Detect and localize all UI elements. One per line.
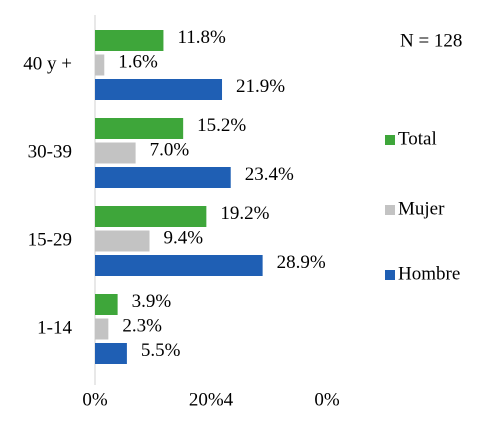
value-label: 21.9%: [236, 76, 285, 97]
bar: [95, 79, 223, 100]
y-tick-label: 40 y +: [23, 53, 72, 74]
bar: [95, 167, 231, 188]
legend-swatch: [385, 205, 395, 215]
value-label: 23.4%: [245, 164, 294, 185]
x-tick-label: 0%: [82, 389, 108, 410]
value-label: 7.0%: [150, 139, 190, 160]
y-tick-label: 1-14: [37, 317, 72, 338]
value-label: 5.5%: [141, 340, 181, 361]
legend-label: Hombre: [398, 263, 460, 284]
value-label: 19.2%: [220, 203, 269, 224]
value-label: 15.2%: [197, 115, 246, 136]
bar: [95, 318, 109, 340]
y-tick-label: 15-29: [28, 229, 72, 250]
legend-label: Total: [398, 128, 437, 149]
value-label: 11.8%: [177, 27, 226, 48]
bar: [95, 343, 127, 364]
legend-swatch: [385, 270, 395, 280]
value-label: 3.9%: [132, 291, 172, 312]
bar: [95, 142, 136, 164]
bar: [95, 206, 207, 227]
value-label: 28.9%: [277, 252, 326, 273]
annotation: N = 128: [400, 30, 462, 51]
y-tick-label: 30-39: [28, 141, 72, 162]
bar: [95, 294, 118, 315]
x-tick-label: 0%: [314, 389, 340, 410]
legend-label: Mujer: [398, 198, 445, 219]
bar: [95, 54, 105, 76]
bar: [95, 255, 263, 276]
bar: [95, 30, 164, 51]
value-label: 9.4%: [164, 227, 204, 248]
legend-swatch: [385, 135, 395, 145]
bar: [95, 118, 184, 139]
bar: [95, 230, 150, 252]
value-label: 2.3%: [122, 315, 162, 336]
value-label: 1.6%: [118, 51, 158, 72]
x-tick-label: 20%4: [189, 389, 234, 410]
